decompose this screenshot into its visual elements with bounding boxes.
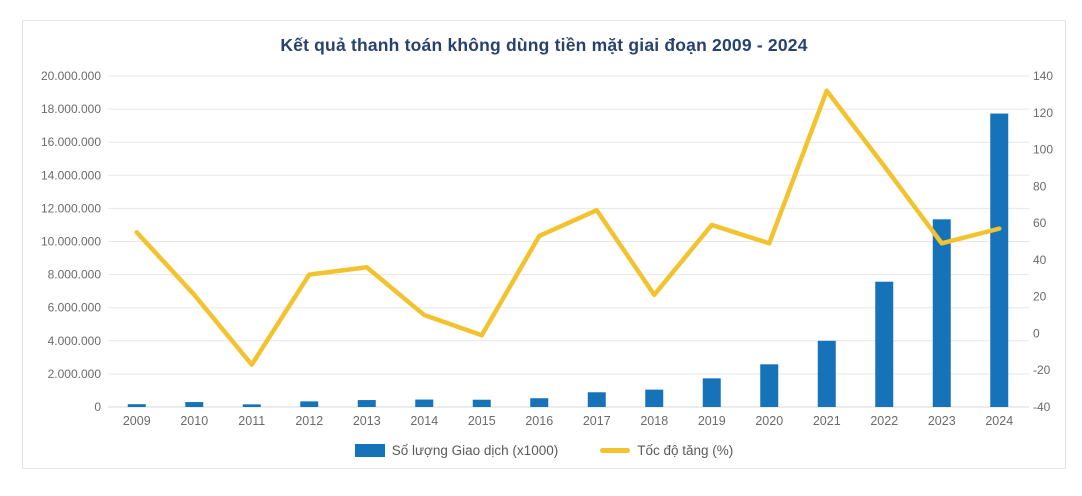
bar	[587, 392, 606, 407]
x-axis-tick-label: 2020	[755, 414, 783, 428]
right-axis-tick-label: 100	[1033, 143, 1053, 157]
x-axis-tick-label: 2009	[123, 414, 151, 428]
bar	[127, 404, 146, 407]
bar	[242, 404, 261, 407]
right-axis-tick-label: 80	[1033, 179, 1047, 193]
chart-card: 0 2.000.000 4.000.000 6.000.000 8.000.000 10.…	[22, 20, 1066, 469]
bar	[415, 399, 434, 407]
x-axis-tick-label: 2024	[985, 414, 1013, 428]
left-axis-tick-label: 10.000.000	[41, 235, 101, 249]
line-series-swatch-icon	[600, 448, 631, 453]
left-axis-tick-label: 14.000.000	[41, 168, 101, 182]
bar	[702, 378, 721, 407]
x-axis-tick-label: 2022	[870, 414, 898, 428]
right-axis-tick-label: 0	[1033, 326, 1040, 340]
right-axis-tick-label: 40	[1033, 253, 1047, 267]
right-axis-tick-label: 20	[1033, 290, 1047, 304]
left-axis-tick-label: 2.000.000	[48, 367, 102, 381]
right-axis-tick-label: 140	[1033, 69, 1053, 83]
x-axis-tick-label: 2023	[928, 414, 956, 428]
bar	[300, 401, 319, 407]
bar	[875, 281, 894, 407]
x-axis-tick-label: 2019	[698, 414, 726, 428]
left-axis-tick-label: 0	[94, 400, 101, 414]
x-axis-tick-label: 2017	[583, 414, 611, 428]
x-axis-tick-label: 2018	[640, 414, 668, 428]
x-axis-tick-label: 2013	[353, 414, 381, 428]
chart-canvas: 0 2.000.000 4.000.000 6.000.000 8.000.000 10.…	[41, 69, 1053, 428]
left-axis-tick-label: 6.000.000	[48, 301, 102, 315]
left-axis-tick-label: 12.000.000	[41, 201, 101, 215]
legend-item-transactions: Số lượng Giao dịch (x1000)	[354, 443, 559, 458]
left-axis-tick-label: 8.000.000	[48, 268, 102, 282]
x-axis-tick-label: 2015	[468, 414, 496, 428]
legend-item-growth: Tốc độ tăng (%)	[600, 443, 733, 458]
bar	[357, 400, 376, 407]
bar	[472, 399, 491, 407]
left-axis-tick-label: 20.000.000	[41, 69, 101, 83]
right-axis-tick-label: -20	[1033, 363, 1051, 377]
bar	[530, 398, 549, 407]
bar	[932, 219, 951, 407]
right-axis-tick-label: 60	[1033, 216, 1047, 230]
x-axis-tick-label: 2010	[180, 414, 208, 428]
bar	[645, 389, 664, 407]
legend-label-transactions: Số lượng Giao dịch (x1000)	[391, 443, 559, 458]
bar	[817, 340, 836, 407]
legend-label-growth: Tốc độ tăng (%)	[637, 443, 734, 458]
right-axis-tick-label: 120	[1033, 106, 1053, 120]
left-axis-tick-label: 16.000.000	[41, 135, 101, 149]
growth-line	[134, 88, 1002, 367]
x-axis-tick-label: 2011	[238, 414, 265, 428]
x-axis-tick-label: 2016	[525, 414, 553, 428]
bar	[760, 364, 779, 407]
left-axis-tick-label: 4.000.000	[48, 334, 102, 348]
chart-legend: Số lượng Giao dịch (x1000) Tốc độ tăng (…	[23, 443, 1065, 458]
x-axis-tick-label: 2012	[295, 414, 323, 428]
right-axis-tick-label: -40	[1033, 400, 1051, 414]
bar-series-swatch-icon	[354, 444, 385, 457]
x-axis-tick-label: 2021	[813, 414, 841, 428]
bar	[185, 402, 204, 407]
x-axis-tick-label: 2014	[410, 414, 438, 428]
chart-title: Kết quả thanh toán không dùng tiền mặt g…	[280, 35, 808, 55]
bar	[990, 113, 1009, 408]
left-axis-tick-label: 18.000.000	[41, 102, 101, 116]
